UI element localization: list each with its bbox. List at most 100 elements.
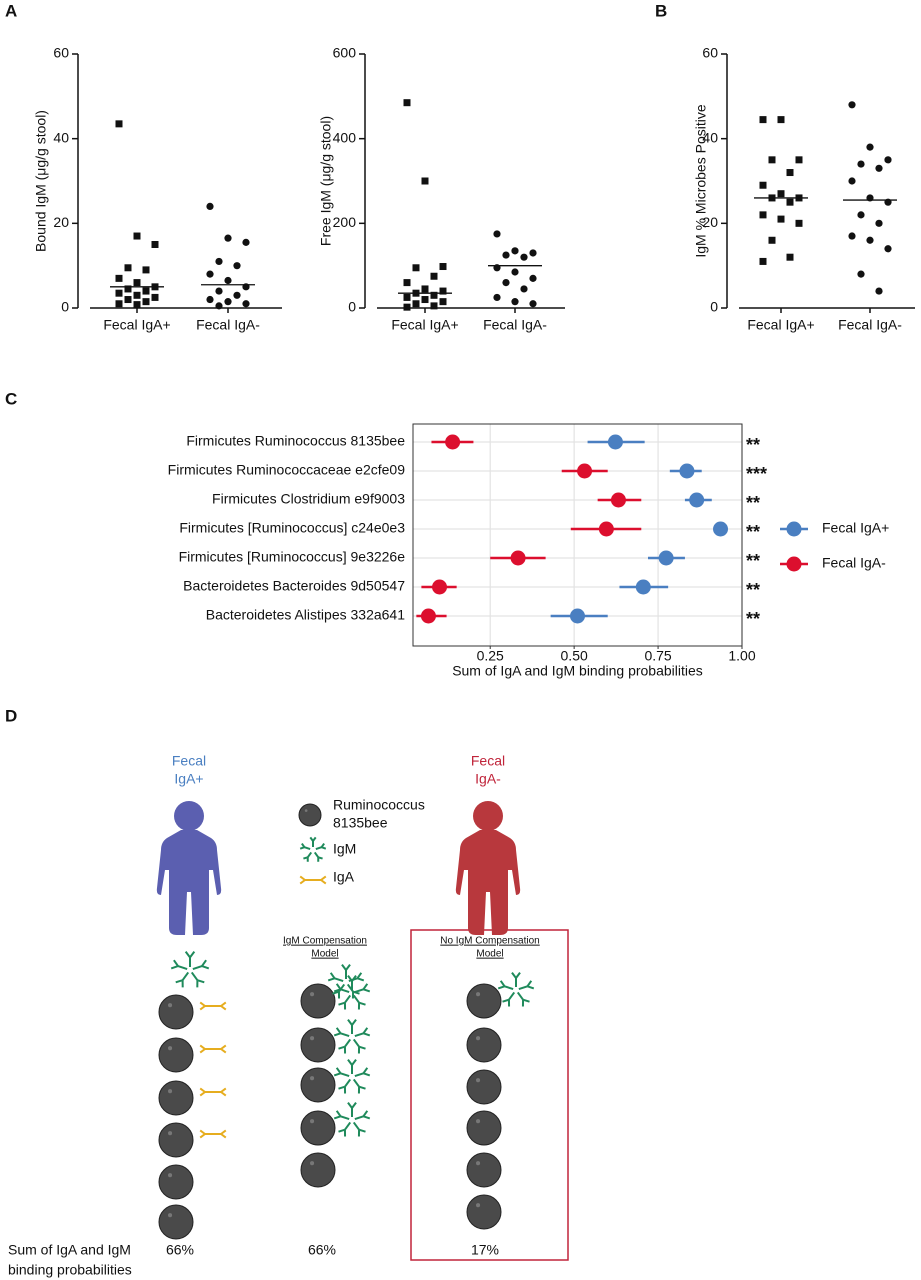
legend-label: Ruminococcus <box>333 797 425 813</box>
igm-icon <box>354 1027 371 1038</box>
x-tick-label: 0.25 <box>477 648 504 664</box>
iga-icon <box>213 1044 227 1054</box>
data-point <box>403 303 411 311</box>
data-point <box>857 160 865 168</box>
ab-arm <box>357 1046 361 1054</box>
ab-arm <box>343 1086 347 1094</box>
percentage: 66% <box>308 1242 336 1258</box>
ab-arm <box>363 1115 371 1120</box>
data-point <box>493 293 501 302</box>
ab-arm <box>338 1001 346 1006</box>
microbe-highlight <box>310 1119 315 1124</box>
ab-arm <box>335 1027 342 1034</box>
igm-icon <box>502 991 516 1007</box>
y-tick-label: 20 <box>702 214 718 230</box>
igm-icon <box>347 1019 357 1034</box>
ab-arm <box>343 1046 347 1054</box>
y-tick-label: 40 <box>53 129 69 145</box>
data-point <box>610 492 626 508</box>
significance: ** <box>746 522 760 542</box>
iga-icon <box>299 875 313 885</box>
ab-arm <box>220 1005 227 1011</box>
y-tick-label: 400 <box>333 129 357 145</box>
ab-arm <box>347 1019 353 1026</box>
data-point <box>768 156 776 164</box>
igm-icon <box>315 842 327 851</box>
ab-arm <box>363 988 371 993</box>
data-point <box>510 550 526 566</box>
data-point <box>233 291 241 299</box>
data-point <box>857 211 865 219</box>
ab-arm <box>357 1002 361 1010</box>
data-point <box>795 156 803 164</box>
x-tick-label: 1.00 <box>728 648 755 664</box>
data-point <box>857 270 865 278</box>
microbe-highlight <box>310 1036 315 1041</box>
microbe-highlight <box>476 992 481 997</box>
y-tick-label: 20 <box>53 214 69 230</box>
data-point <box>795 219 803 227</box>
microbe <box>158 1037 194 1073</box>
ab-arm <box>338 1128 346 1133</box>
ab-stem <box>352 1038 360 1048</box>
legend-marker <box>786 521 802 537</box>
data-point <box>142 266 150 274</box>
person-head <box>473 801 503 831</box>
significance: ** <box>746 551 760 571</box>
ab-stem <box>344 1078 352 1088</box>
data-point <box>430 272 438 280</box>
donor-label: Fecal <box>471 753 505 769</box>
y-tick-label: Bacteroidetes Bacteroides 9d50547 <box>183 578 405 594</box>
data-point <box>124 296 132 304</box>
microbe <box>300 1152 336 1188</box>
igm-icon <box>190 971 205 988</box>
data-point <box>884 245 892 253</box>
data-point <box>124 264 132 272</box>
microbe-highlight <box>310 1161 315 1166</box>
ab-stem <box>352 1121 360 1131</box>
ab-arm <box>201 959 207 967</box>
ab-arm <box>181 980 184 988</box>
data-point <box>759 116 767 124</box>
data-point <box>607 434 623 450</box>
ab-arm <box>497 985 505 990</box>
igm-icon <box>518 980 535 991</box>
ab-arm <box>317 857 320 862</box>
igm-icon <box>352 994 366 1010</box>
iga-icon <box>199 1001 213 1011</box>
ab-arm <box>343 1129 347 1137</box>
ab-arm <box>358 1001 366 1006</box>
ab-arm <box>220 1091 227 1097</box>
ab-arm <box>347 1102 353 1109</box>
y-tick-label: 200 <box>333 214 357 230</box>
y-tick-label: 0 <box>348 299 356 315</box>
data-point <box>759 181 767 189</box>
igm-icon <box>338 994 352 1010</box>
y-tick-label: Firmicutes Ruminococcus 8135bee <box>186 433 405 449</box>
ab-arm <box>327 977 335 982</box>
donor-label: Fecal <box>172 753 206 769</box>
ab-arm <box>507 999 511 1007</box>
legend-marker <box>786 556 802 572</box>
y-tick-label: Firmicutes [Ruminococcus] c24e0e3 <box>179 520 405 536</box>
microbe-highlight <box>168 1213 173 1218</box>
data-point <box>133 232 141 240</box>
ab-stem <box>348 977 358 983</box>
data-point <box>866 143 874 151</box>
panel-letter: A <box>5 1 17 20</box>
ab-arm <box>337 991 341 999</box>
model-title: IgM Compensation <box>283 936 367 947</box>
data-point <box>786 198 794 206</box>
microbe <box>158 994 194 1030</box>
y-tick-label: 60 <box>53 45 69 61</box>
microbe-highlight <box>310 1076 315 1081</box>
ab-arm <box>515 972 521 979</box>
data-point <box>529 274 537 282</box>
data-point <box>115 274 123 282</box>
igm-icon <box>354 983 371 994</box>
ab-stem <box>354 988 364 994</box>
data-point <box>403 99 411 107</box>
legend-label: 8135bee <box>333 815 388 831</box>
ab-arm <box>199 1129 206 1135</box>
ab-arm <box>351 1019 357 1026</box>
